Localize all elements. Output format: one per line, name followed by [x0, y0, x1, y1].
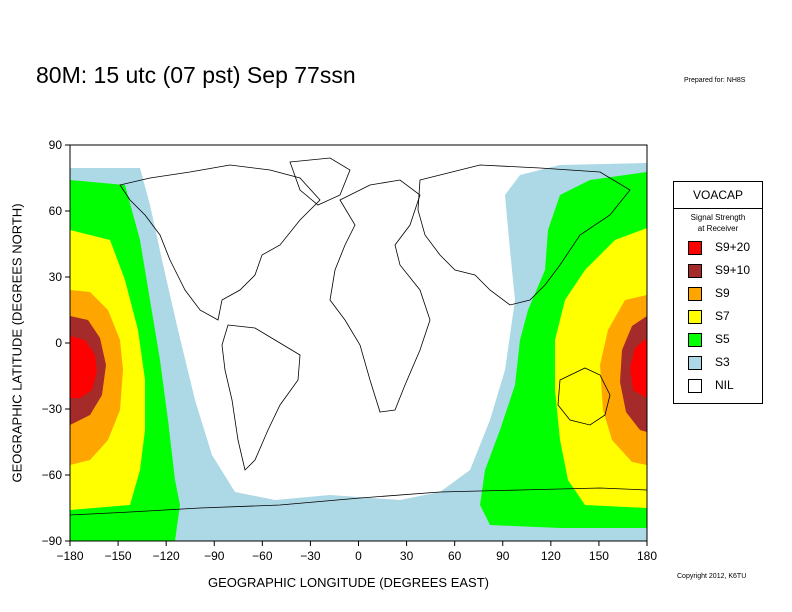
x-tick-label: 60 [448, 549, 462, 563]
y-tick-label: 0 [55, 336, 62, 350]
map-area [70, 145, 647, 541]
legend-swatch [688, 379, 702, 393]
south-america-outline [221, 324, 301, 471]
x-tick-label: −90 [204, 549, 225, 563]
map-title: 80M: 15 utc (07 pst) Sep 77ssn [36, 62, 356, 88]
y-tick-label: 30 [49, 270, 63, 284]
coastlines [70, 157, 647, 516]
x-tick-label: −60 [252, 549, 273, 563]
x-tick-label: −150 [105, 549, 132, 563]
legend-label: S5 [715, 332, 730, 346]
legend-swatch [688, 356, 702, 370]
legend-label: S3 [715, 355, 730, 369]
x-axis-label: GEOGRAPHIC LONGITUDE (DEGREES EAST) [208, 575, 489, 590]
legend-swatch [688, 310, 702, 324]
y-tick-label: 90 [49, 138, 63, 152]
legend-label: S7 [715, 309, 730, 323]
x-tick-label: −180 [56, 549, 83, 563]
y-tick-label: −30 [42, 402, 63, 416]
x-axis: −180 −150 −120 −90 −60 −30 0 30 60 90 120 150 180 [56, 541, 657, 563]
legend-subtitle-line1: Signal Strength [690, 213, 746, 222]
y-tick-label: 60 [49, 204, 63, 218]
x-tick-label: 180 [637, 549, 657, 563]
legend-subtitle-line2: at Receiver [697, 224, 739, 233]
x-tick-label: 90 [496, 549, 510, 563]
copyright-note: Copyright 2012, K6TU [677, 573, 747, 580]
y-tick-label: −60 [42, 468, 63, 482]
y-tick-label: −90 [42, 534, 63, 548]
legend-swatch [688, 287, 702, 301]
legend-subtitle: Signal Strength at Receiver [674, 212, 762, 234]
x-tick-label: −30 [300, 549, 321, 563]
s9-20-region [70, 336, 97, 398]
x-tick-label: 0 [355, 549, 362, 563]
legend-swatch [688, 241, 702, 255]
legend-swatch [688, 333, 702, 347]
x-tick-label: 30 [400, 549, 414, 563]
y-axis: 90 60 30 0 −30 −60 −90 [42, 138, 70, 548]
x-tick-label: 120 [541, 549, 561, 563]
legend-swatch [688, 264, 702, 278]
asia-outline [417, 164, 631, 306]
y-axis-label: GEOGRAPHIC LATITUDE (DEGREES NORTH) [9, 203, 25, 483]
legend-label: NIL [715, 378, 734, 392]
legend-label: S9 [715, 286, 730, 300]
x-tick-label: −120 [153, 549, 180, 563]
prepared-for-note: Prepared for: NH8S [684, 77, 746, 84]
australia-outline [557, 367, 611, 426]
signal-legend: VOACAP Signal Strength at Receiver S9+20… [673, 181, 763, 404]
x-tick-label: 150 [589, 549, 609, 563]
north-america-outline [119, 164, 321, 321]
legend-label: S9+20 [715, 240, 751, 254]
legend-title: VOACAP [674, 182, 762, 209]
s9-20-region-east [630, 338, 647, 398]
greenland-outline [289, 157, 351, 206]
antarctica-outline [70, 487, 647, 516]
europe-africa-outline [329, 179, 431, 413]
legend-label: S9+10 [715, 263, 751, 277]
